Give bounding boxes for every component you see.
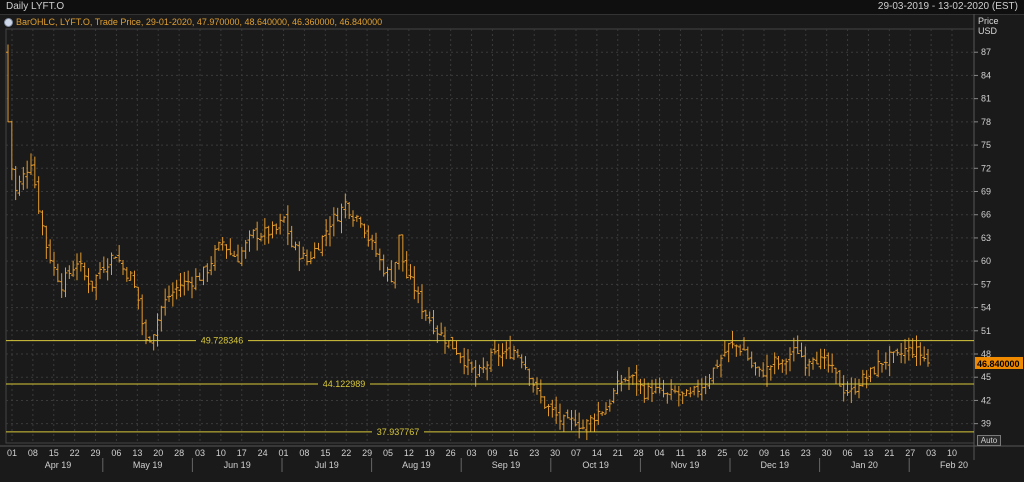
date-tick-label: 08	[28, 448, 38, 458]
price-tick-label: 48	[981, 349, 991, 359]
date-tick-label: 29	[362, 448, 372, 458]
date-tick-label: 13	[132, 448, 142, 458]
date-tick-label: 18	[696, 448, 706, 458]
price-tick-label: 81	[981, 94, 991, 104]
month-label: Apr 19	[45, 460, 72, 470]
date-tick-label: 12	[404, 448, 414, 458]
date-tick-label: 22	[341, 448, 351, 458]
date-tick-label: 10	[216, 448, 226, 458]
date-tick-label: 03	[467, 448, 477, 458]
chart-header: Daily LYFT.O 29-03-2019 - 13-02-2020 (ES…	[0, 0, 1024, 15]
date-tick-label: 09	[487, 448, 497, 458]
date-tick-label: 26	[446, 448, 456, 458]
date-tick-label: 20	[153, 448, 163, 458]
month-label: Jun 19	[224, 460, 251, 470]
last-price-badge	[975, 356, 1023, 369]
price-axis-label: Price	[978, 16, 999, 26]
date-tick-label: 17	[237, 448, 247, 458]
date-tick-label: 02	[738, 448, 748, 458]
date-tick-label: 06	[111, 448, 121, 458]
price-axis-header: Price USD	[978, 16, 999, 36]
price-tick-label: 75	[981, 140, 991, 150]
month-label: Nov 19	[671, 460, 700, 470]
month-label: Jan 20	[851, 460, 878, 470]
level-label: 44.122989	[323, 379, 366, 389]
date-tick-label: 28	[634, 448, 644, 458]
date-tick-label: 07	[571, 448, 581, 458]
month-label: Dec 19	[761, 460, 790, 470]
date-tick-label: 25	[717, 448, 727, 458]
price-tick-label: 54	[981, 303, 991, 313]
date-tick-label: 04	[655, 448, 665, 458]
date-tick-label: 03	[926, 448, 936, 458]
date-tick-label: 13	[863, 448, 873, 458]
date-tick-label: 03	[195, 448, 205, 458]
date-tick-label: 06	[843, 448, 853, 458]
price-tick-label: 45	[981, 372, 991, 382]
currency-label: USD	[978, 26, 998, 36]
date-tick-label: 05	[383, 448, 393, 458]
date-tick-label: 30	[550, 448, 560, 458]
date-tick-label: 21	[884, 448, 894, 458]
date-tick-label: 22	[70, 448, 80, 458]
price-tick-label: 57	[981, 279, 991, 289]
date-tick-label: 10	[947, 448, 957, 458]
month-label: Sep 19	[492, 460, 521, 470]
level-label-bg	[196, 335, 248, 346]
month-label: Oct 19	[582, 460, 609, 470]
price-tick-label: 84	[981, 70, 991, 80]
price-tick-label: 78	[981, 117, 991, 127]
month-label: Feb 20	[940, 460, 968, 470]
date-tick-label: 23	[529, 448, 539, 458]
plot-area	[5, 28, 975, 444]
series-legend[interactable]: BarOHLC, LYFT.O, Trade Price, 29-01-2020…	[4, 17, 382, 27]
price-tick-label: 60	[981, 256, 991, 266]
date-tick-label: 23	[801, 448, 811, 458]
date-tick-label: 28	[174, 448, 184, 458]
level-label: 37.937767	[377, 427, 420, 437]
level-label-bg	[372, 426, 424, 437]
last-price-label: 46.840000	[977, 359, 1020, 369]
chart-title: Daily LYFT.O	[6, 1, 65, 12]
date-tick-label: 14	[592, 448, 602, 458]
price-tick-label: 72	[981, 163, 991, 173]
price-tick-label: 39	[981, 419, 991, 429]
date-tick-label: 15	[320, 448, 330, 458]
level-label: 49.728346	[201, 336, 244, 346]
date-tick-label: 29	[91, 448, 101, 458]
price-tick-label: 63	[981, 233, 991, 243]
price-tick-label: 87	[981, 47, 991, 57]
date-tick-label: 19	[425, 448, 435, 458]
date-tick-label: 21	[613, 448, 623, 458]
month-label: May 19	[133, 460, 163, 470]
level-label-bg	[318, 379, 370, 390]
series-legend-label: BarOHLC, LYFT.O, Trade Price, 29-01-2020…	[16, 17, 383, 27]
series-visibility-icon[interactable]	[4, 17, 13, 27]
date-tick-label: 30	[822, 448, 832, 458]
price-tick-label: 66	[981, 210, 991, 220]
date-tick-label: 01	[279, 448, 289, 458]
date-tick-label: 11	[676, 448, 685, 458]
date-range: 29-03-2019 - 13-02-2020 (EST)	[877, 1, 1018, 12]
date-tick-label: 24	[258, 448, 268, 458]
price-tick-label: 42	[981, 395, 991, 405]
date-tick-label: 15	[49, 448, 59, 458]
date-tick-label: 27	[905, 448, 915, 458]
month-label: Aug 19	[402, 460, 431, 470]
date-tick-label: 01	[7, 448, 17, 458]
date-tick-label: 16	[508, 448, 518, 458]
date-tick-label: 16	[780, 448, 790, 458]
price-tick-label: 51	[981, 326, 991, 336]
date-tick-label: 08	[299, 448, 309, 458]
date-tick-label: 09	[759, 448, 769, 458]
auto-scale-button[interactable]: Auto	[977, 435, 1001, 446]
month-label: Jul 19	[315, 460, 339, 470]
price-tick-label: 69	[981, 187, 991, 197]
